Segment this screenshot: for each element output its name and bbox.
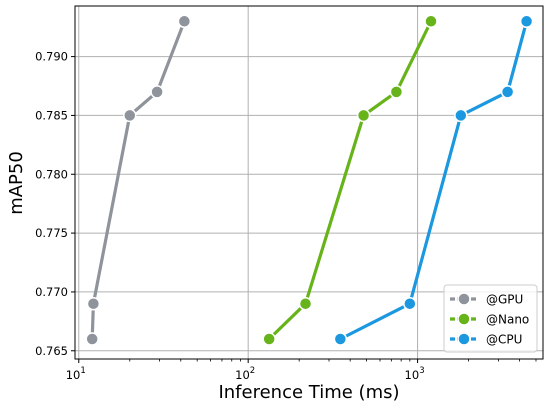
- data-point: [500, 85, 515, 99]
- data-point: [123, 108, 137, 123]
- data-point: [389, 85, 404, 99]
- y-tick-label: 0.790: [35, 50, 68, 64]
- data-point: [424, 14, 438, 29]
- data-point: [356, 108, 371, 123]
- legend-label: @CPU: [486, 333, 522, 347]
- data-point: [86, 296, 101, 311]
- legend-marker: [457, 292, 471, 306]
- y-tick-label: 0.785: [35, 108, 68, 122]
- legend-label: @GPU: [486, 293, 523, 307]
- x-axis-title: Inference Time (ms): [218, 382, 399, 403]
- x-tick-label-exponent: 3: [419, 366, 424, 376]
- data-point: [150, 85, 164, 99]
- data-point: [403, 296, 417, 311]
- x-tick-label-exponent: 2: [250, 366, 255, 376]
- data-point: [262, 332, 276, 346]
- y-tick-label: 0.765: [35, 344, 68, 358]
- x-tick-label: 101: [66, 366, 86, 382]
- data-point: [177, 14, 192, 29]
- x-tick-label: 102: [235, 366, 255, 382]
- data-point: [298, 296, 313, 311]
- y-tick-label: 0.770: [35, 285, 68, 299]
- x-tick-label: 103: [405, 366, 425, 382]
- y-tick-label: 0.780: [35, 167, 68, 181]
- data-point: [454, 108, 468, 123]
- y-tick-label: 0.775: [35, 226, 68, 240]
- plot-frame: [74, 5, 544, 360]
- x-tick-label-base: 10: [66, 368, 81, 382]
- data-point: [333, 332, 348, 346]
- series-layer: [85, 14, 534, 346]
- x-tick-label-base: 10: [405, 368, 420, 382]
- legend-marker: [457, 332, 471, 346]
- x-tick-label-exponent: 1: [80, 366, 85, 376]
- legend: @GPU @Nano @CPU: [443, 284, 538, 353]
- data-point: [85, 332, 99, 346]
- y-axis-title: mAP50: [6, 151, 27, 215]
- legend-label: @Nano: [486, 313, 529, 327]
- data-point: [519, 14, 534, 29]
- x-tick-label-base: 10: [235, 368, 250, 382]
- legend-marker: [457, 312, 471, 326]
